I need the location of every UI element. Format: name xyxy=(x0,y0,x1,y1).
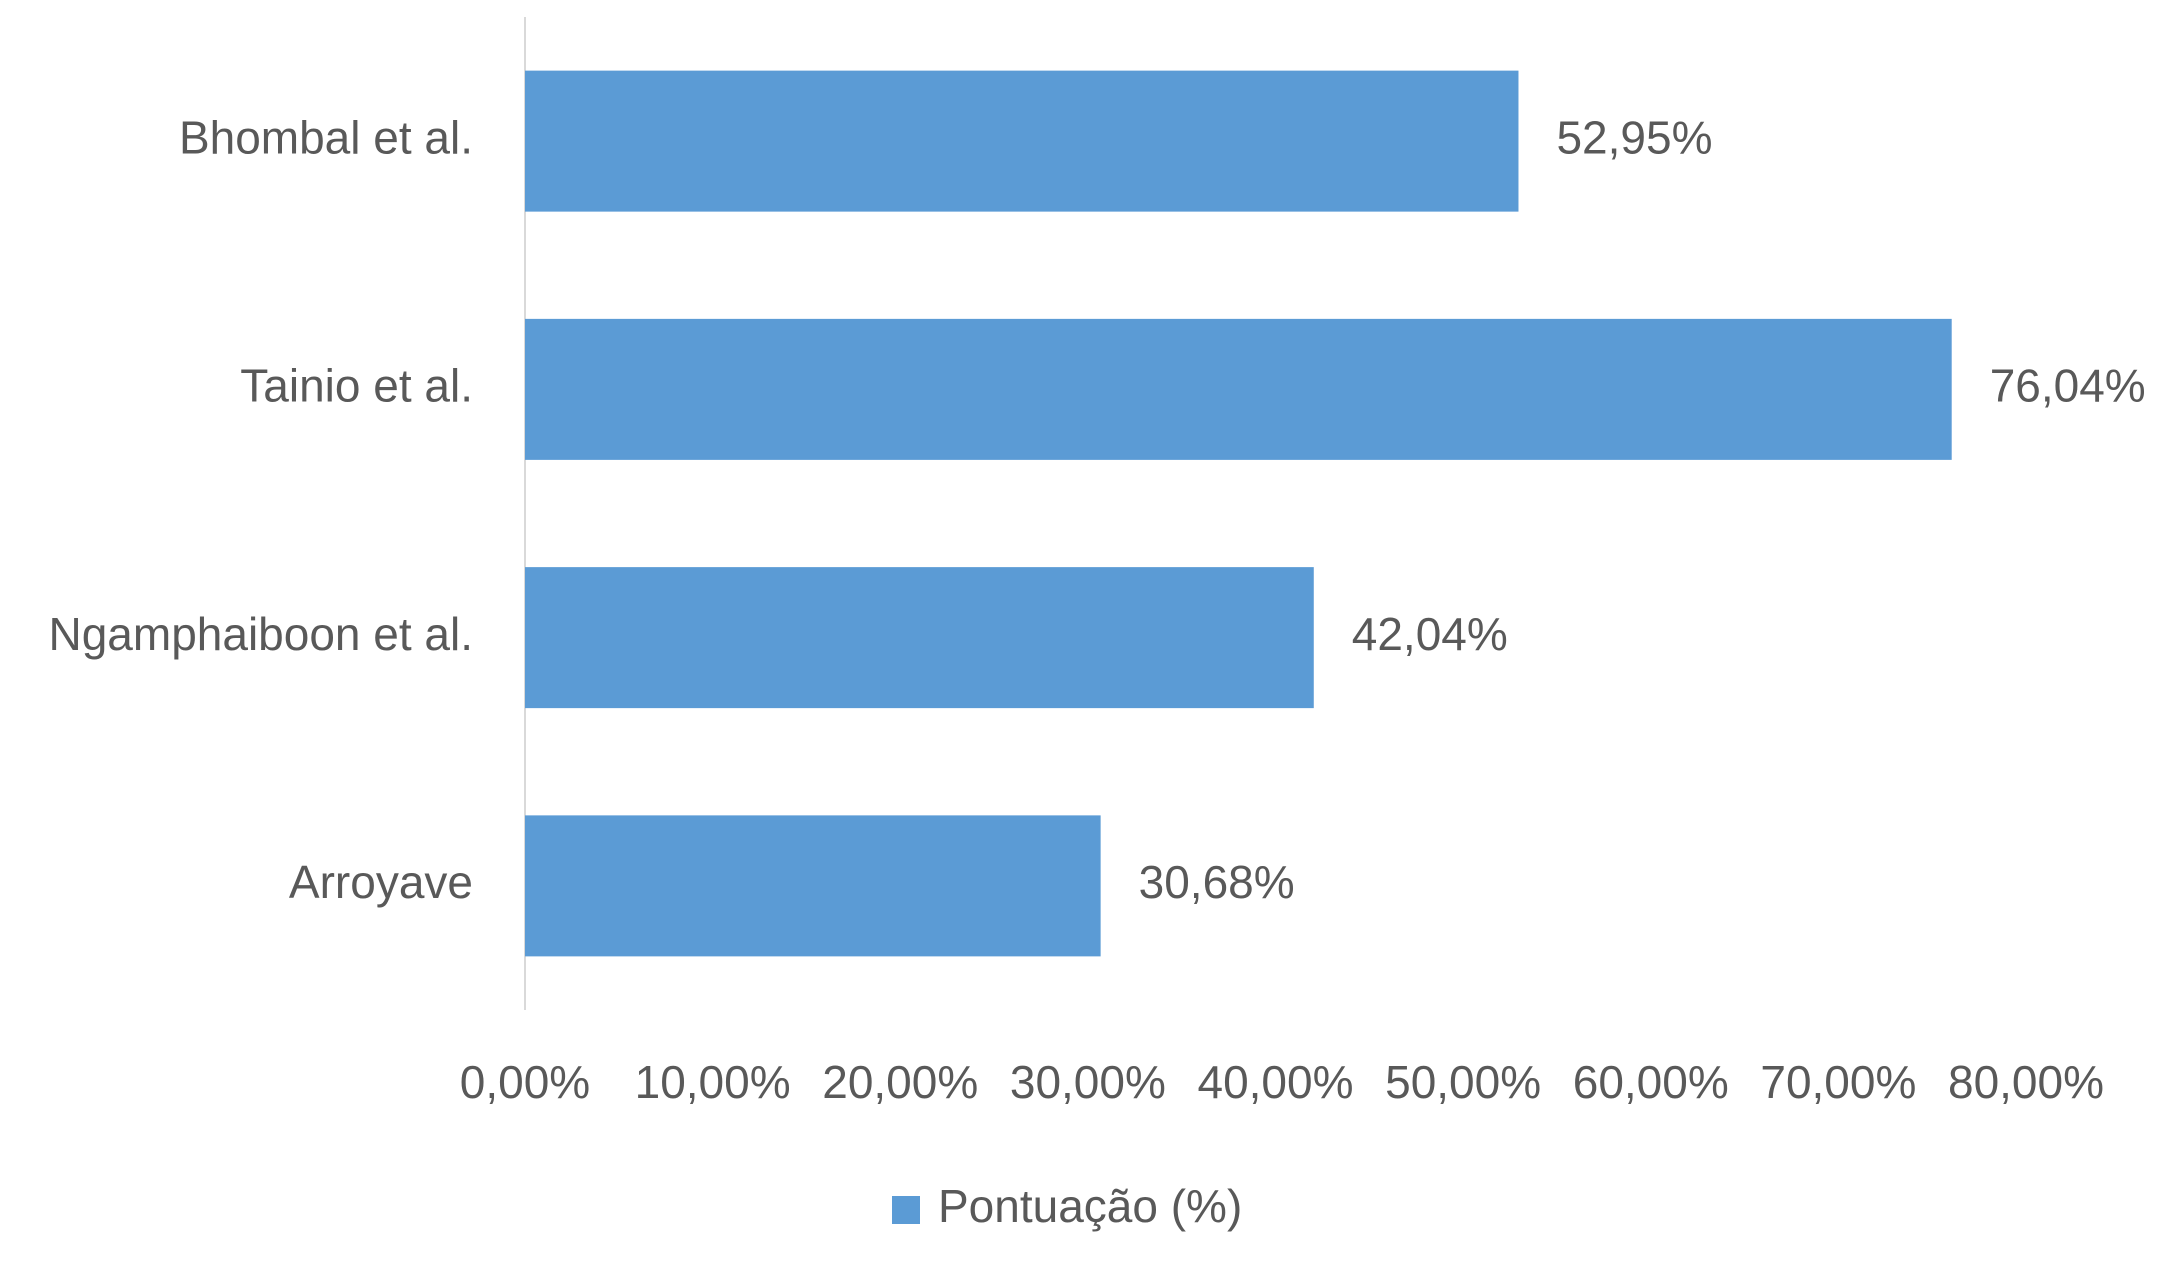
legend-swatch xyxy=(892,1196,920,1224)
x-tick-label: 10,00% xyxy=(635,1056,791,1108)
bar xyxy=(525,318,1952,460)
legend-label: Pontuação (%) xyxy=(938,1180,1242,1232)
y-tick-label: Bhombal et al. xyxy=(179,111,473,163)
x-tick-label: 60,00% xyxy=(1573,1056,1729,1108)
x-tick-label: 80,00% xyxy=(1948,1056,2104,1108)
x-tick-label: 40,00% xyxy=(1197,1056,1353,1108)
value-label: 76,04% xyxy=(1990,360,2146,412)
x-tick-label: 70,00% xyxy=(1760,1056,1916,1108)
x-tick-label: 20,00% xyxy=(822,1056,978,1108)
x-tick-label: 0,00% xyxy=(460,1056,590,1108)
value-label: 42,04% xyxy=(1352,608,1508,660)
y-tick-label: Tainio et al. xyxy=(240,360,473,412)
bar xyxy=(525,815,1101,957)
y-tick-label: Arroyave xyxy=(289,856,473,908)
bar xyxy=(525,567,1314,709)
x-tick-label: 50,00% xyxy=(1385,1056,1541,1108)
value-label: 52,95% xyxy=(1556,111,1712,163)
bar xyxy=(525,70,1519,212)
value-label: 30,68% xyxy=(1139,856,1295,908)
y-tick-label: Ngamphaiboon et al. xyxy=(48,608,473,660)
x-tick-label: 30,00% xyxy=(1010,1056,1166,1108)
